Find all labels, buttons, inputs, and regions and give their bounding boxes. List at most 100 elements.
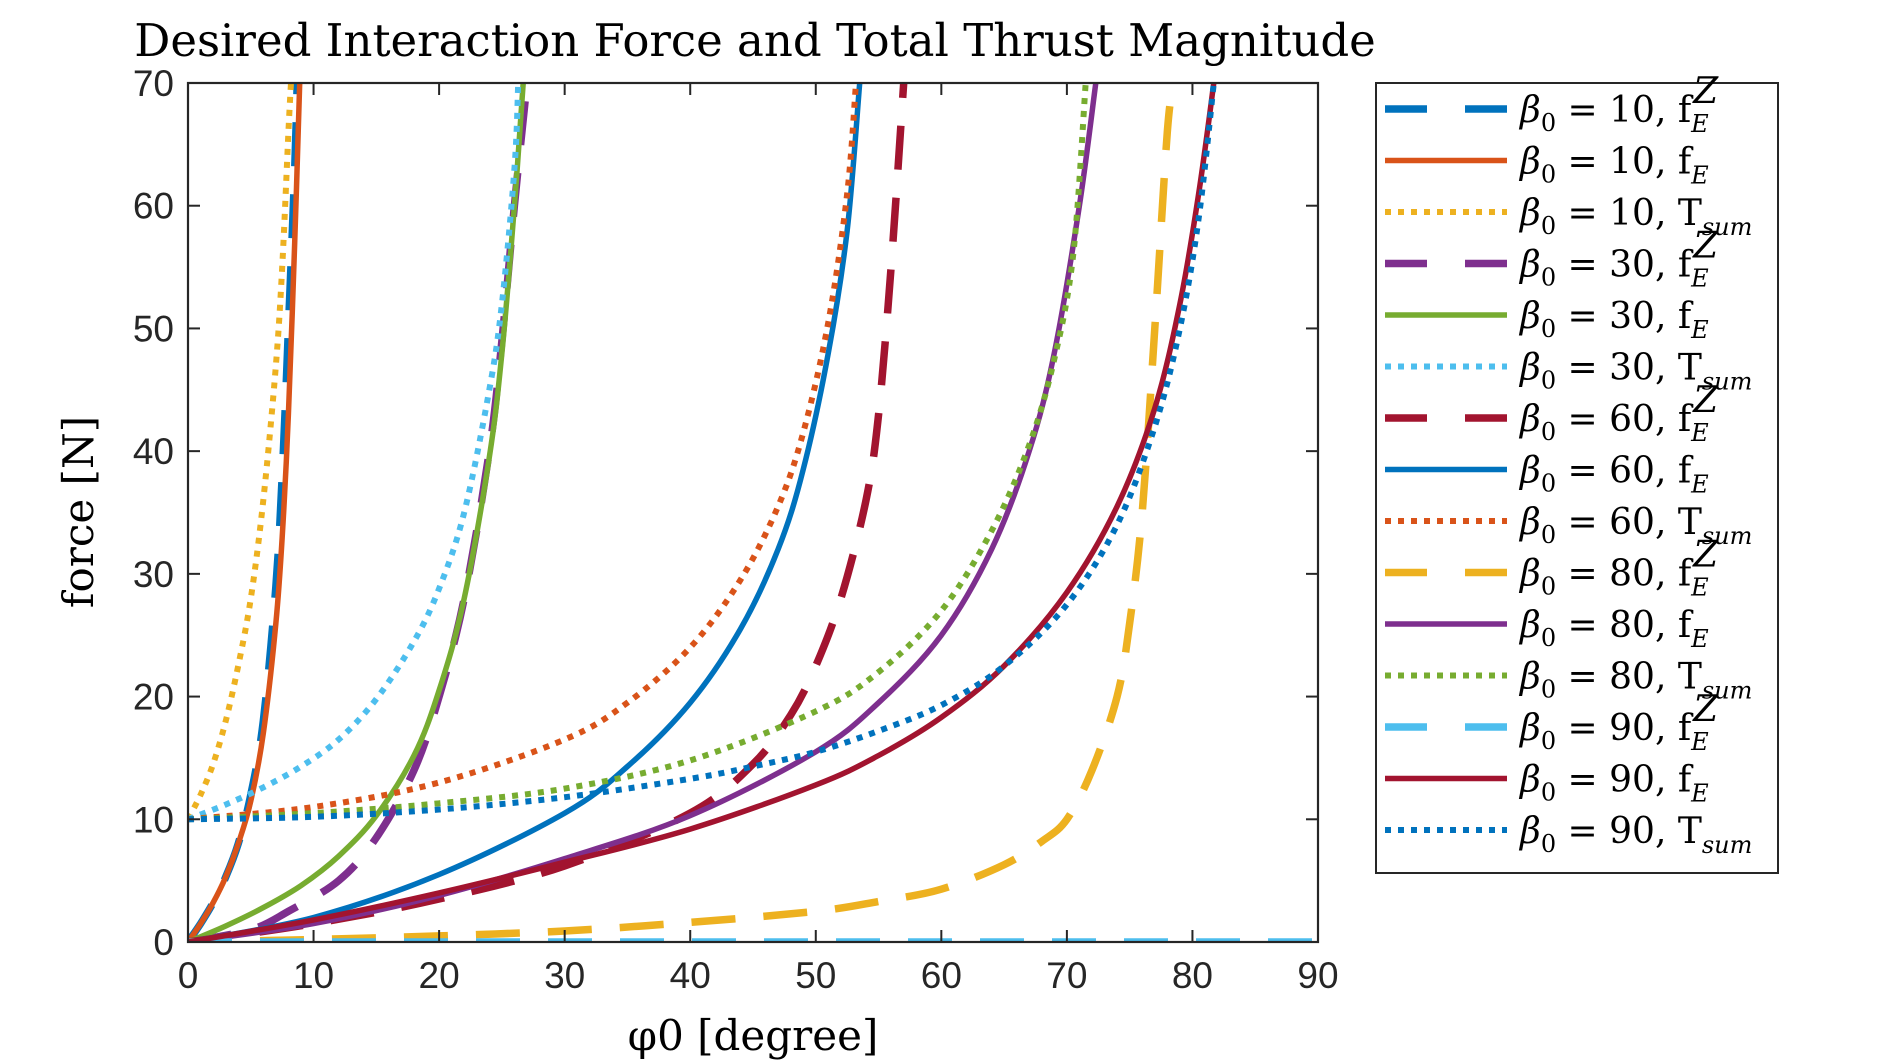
legend-part-base: β <box>1518 811 1541 852</box>
legend-part-base: β <box>1518 502 1541 543</box>
legend-part-eq: = 90, T <box>1556 811 1702 852</box>
legend-part-eq: = 80, f <box>1556 605 1694 646</box>
legend-part-eq: = 60, f <box>1556 399 1694 440</box>
legend-part-sub0: 0 <box>1541 830 1556 858</box>
series-line-3 <box>188 83 294 821</box>
y-tick-label: 10 <box>133 799 174 840</box>
legend-part-eq: = 60, f <box>1556 451 1694 492</box>
legend-part-sub: sum <box>1702 213 1753 241</box>
legend-part-sub: sum <box>1702 522 1753 550</box>
legend-part-sub: E <box>1690 728 1709 756</box>
x-tick-label: 80 <box>1172 955 1213 996</box>
legend-part-sub0: 0 <box>1541 367 1556 395</box>
legend-part-eq: = 10, T <box>1556 193 1702 234</box>
legend-part-sub0: 0 <box>1541 624 1556 652</box>
legend-part-sub0: 0 <box>1541 109 1556 137</box>
legend-part-sub: E <box>1690 110 1709 138</box>
legend-part-base: β <box>1518 451 1541 492</box>
legend-part-eq: = 30, f <box>1556 296 1694 337</box>
legend-part-eq: = 10, f <box>1556 90 1694 131</box>
legend-label-1: β0 = 10, fE <box>1518 90 1709 138</box>
legend-part-sub0: 0 <box>1541 573 1556 601</box>
legend-part-sub0: 0 <box>1541 470 1556 498</box>
legend-label-13: β0 = 90, fE <box>1518 708 1709 756</box>
legend-superscript-10: Z <box>1692 535 1719 576</box>
plot-background <box>188 83 1318 942</box>
legend-label-9: β0 = 60, Tsum <box>1518 502 1752 550</box>
y-tick-label: 20 <box>133 677 174 718</box>
x-tick-label: 30 <box>544 955 585 996</box>
x-tick-label: 90 <box>1297 955 1338 996</box>
legend-part-sub: E <box>1690 625 1709 653</box>
series-line-7 <box>188 83 908 942</box>
legend-part-sub0: 0 <box>1541 779 1556 807</box>
legend-label-3: β0 = 10, Tsum <box>1518 193 1752 241</box>
series-layer <box>188 83 1318 942</box>
legend-part-sub0: 0 <box>1541 418 1556 446</box>
series-line-1 <box>188 83 301 942</box>
series-line-14 <box>188 83 1217 942</box>
series-line-2 <box>188 83 303 942</box>
legend-part-sub: E <box>1690 780 1709 808</box>
legend-part-eq: = 90, f <box>1556 760 1694 801</box>
legend-label-8: β0 = 60, fE <box>1518 451 1709 499</box>
y-tick-label: 50 <box>133 308 174 349</box>
legend-part-sub: E <box>1690 471 1709 499</box>
y-tick-label: 0 <box>153 922 174 963</box>
y-axis-label: force [N] <box>54 416 103 608</box>
series-line-9 <box>188 83 859 823</box>
y-tick-label: 70 <box>133 63 174 104</box>
legend-label-5: β0 = 30, fE <box>1518 296 1709 344</box>
ticks-layer: 0 10 20 30 40 50 60 70 80 90 0 10 20 30 40 50 60 70 <box>133 63 1339 996</box>
legend-part-sub0: 0 <box>1541 521 1556 549</box>
y-tick-label: 40 <box>133 431 174 472</box>
legend-label-7: β0 = 60, fE <box>1518 399 1709 447</box>
legend-part-base: β <box>1518 760 1541 801</box>
legend-part-sub: sum <box>1702 368 1753 396</box>
chart-title: Desired Interaction Force and Total Thru… <box>134 14 1376 67</box>
legend-part-sub0: 0 <box>1541 727 1556 755</box>
plot-area: 0 10 20 30 40 50 60 70 80 90 0 10 20 30 40 50 60 70 <box>133 63 1339 996</box>
legend-part-base: β <box>1518 245 1541 286</box>
legend-part-base: β <box>1518 296 1541 337</box>
legend-part-base: β <box>1518 554 1541 595</box>
legend-superscript-4: Z <box>1692 226 1719 267</box>
x-tick-label: 10 <box>293 955 334 996</box>
legend-part-eq: = 90, f <box>1556 708 1694 749</box>
legend-part-eq: = 30, f <box>1556 245 1694 286</box>
y-tick-label: 30 <box>133 554 174 595</box>
legend-part-sub0: 0 <box>1541 676 1556 704</box>
legend-part-sub: E <box>1690 574 1709 602</box>
x-tick-label: 70 <box>1046 955 1087 996</box>
legend-label-10: β0 = 80, fE <box>1518 554 1709 602</box>
legend-label-15: β0 = 90, Tsum <box>1518 811 1752 859</box>
legend-part-base: β <box>1518 605 1541 646</box>
legend-label-4: β0 = 30, fE <box>1518 245 1709 293</box>
legend-part-eq: = 80, T <box>1556 657 1702 698</box>
series-line-8 <box>188 83 863 942</box>
legend-label-12: β0 = 80, Tsum <box>1518 657 1752 705</box>
legend-part-sub: E <box>1690 265 1709 293</box>
legend-part-sub: E <box>1690 419 1709 447</box>
x-tick-label: 20 <box>419 955 460 996</box>
legend-label-6: β0 = 30, Tsum <box>1518 348 1752 396</box>
series-line-15 <box>188 83 1217 823</box>
x-tick-label: 0 <box>178 955 199 996</box>
x-axis-label: φ0 [degree] <box>628 1011 879 1060</box>
axes-box <box>186 81 1320 944</box>
legend-part-eq: = 80, f <box>1556 554 1694 595</box>
legend-label-2: β0 = 10, fE <box>1518 142 1709 190</box>
y-tick-label: 60 <box>133 186 174 227</box>
legend-part-base: β <box>1518 193 1541 234</box>
legend-superscript-13: Z <box>1692 689 1719 730</box>
series-line-12 <box>188 83 1089 823</box>
legend-part-base: β <box>1518 399 1541 440</box>
series-line-5 <box>188 83 526 942</box>
legend-superscript-7: Z <box>1692 380 1719 421</box>
legend-part-base: β <box>1518 657 1541 698</box>
legend-part-base: β <box>1518 348 1541 389</box>
legend-superscript-1: Z <box>1692 71 1719 112</box>
